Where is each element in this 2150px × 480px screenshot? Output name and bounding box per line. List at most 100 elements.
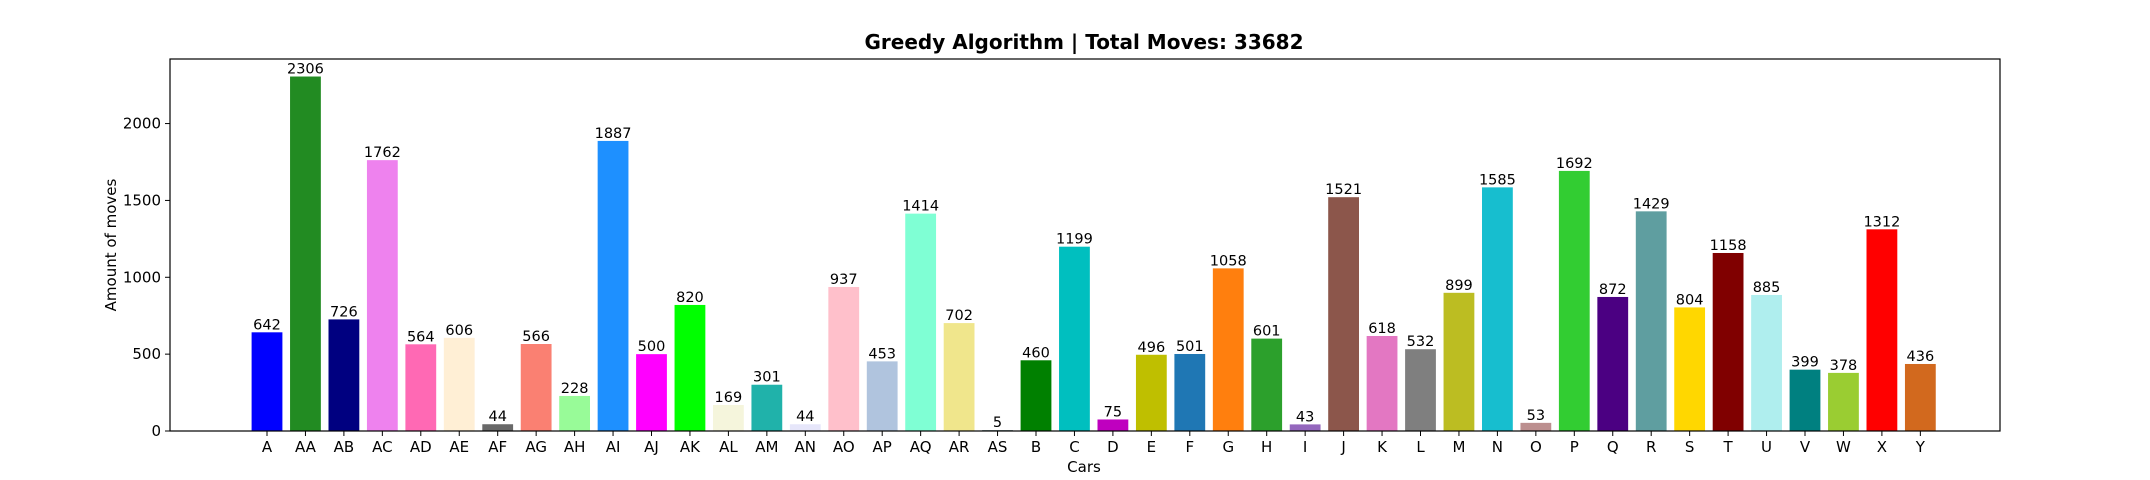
bar-f	[1174, 353, 1206, 431]
x-axis: A AA AB AC AD AE AF AG AH AI AJ AK AL AM AN AO AP AQ AR AS B…	[262, 431, 1926, 456]
y-tick-label: 1500	[123, 191, 161, 209]
bar-k	[1366, 336, 1398, 431]
x-tick-label-ae: AE	[449, 438, 469, 456]
data-label-t: 1158	[1710, 238, 1747, 254]
data-label-aa: 2306	[287, 62, 324, 78]
x-tick-label-ag: AG	[525, 438, 547, 456]
chart-title: Greedy Algorithm | Total Moves: 33682	[865, 30, 1304, 54]
x-tick-label-y: Y	[1915, 438, 1926, 456]
bar-b	[1020, 360, 1052, 431]
bar-l	[1405, 349, 1436, 431]
data-label-a: 642	[253, 317, 281, 333]
x-tick-label-af: AF	[488, 438, 507, 456]
x-tick-label-ar: AR	[949, 438, 970, 456]
x-tick-label-e: E	[1147, 438, 1156, 456]
x-tick-label-d: D	[1107, 438, 1119, 456]
data-label-u: 885	[1753, 280, 1781, 296]
bar-ad	[405, 344, 437, 431]
bar-u	[1751, 294, 1782, 431]
x-tick-label-n: N	[1492, 438, 1503, 456]
x-tick-label-x: X	[1877, 438, 1887, 456]
bar-ap	[866, 361, 898, 431]
data-label-v: 399	[1791, 355, 1819, 371]
data-label-p: 1692	[1556, 156, 1593, 172]
data-label-f: 501	[1176, 339, 1204, 355]
data-label-i: 43	[1296, 409, 1314, 425]
y-axis: 0 500 1000 1500 2000	[123, 115, 170, 440]
bar-ak	[674, 304, 706, 431]
bar-ah	[559, 395, 590, 431]
bar-p	[1558, 170, 1590, 431]
x-tick-label-ac: AC	[372, 438, 392, 456]
x-tick-label-j: J	[1340, 438, 1345, 456]
data-label-an: 44	[796, 409, 814, 425]
data-label-q: 872	[1599, 282, 1627, 298]
data-label-h: 601	[1253, 324, 1281, 340]
bar-ae	[443, 337, 475, 431]
data-label-af: 44	[488, 409, 506, 425]
bar-ai	[597, 140, 629, 431]
x-tick-label-t: T	[1723, 438, 1734, 456]
bar-ac	[366, 160, 398, 431]
bar-aq	[905, 213, 937, 431]
x-tick-label-aq: AQ	[910, 438, 932, 456]
bar-y	[1904, 363, 1936, 431]
y-tick-label: 500	[132, 345, 161, 363]
data-label-d: 75	[1104, 404, 1122, 420]
x-tick-label-aa: AA	[295, 438, 317, 456]
bar-r	[1635, 211, 1667, 431]
bar-a	[251, 332, 283, 431]
x-tick-label-ab: AB	[334, 438, 355, 456]
data-label-x: 1312	[1863, 214, 1900, 230]
bar-c	[1059, 246, 1090, 431]
x-tick-label-l: L	[1416, 438, 1425, 456]
x-tick-label-al: AL	[719, 438, 738, 456]
data-label-ad: 564	[407, 329, 435, 345]
bar-w	[1828, 372, 1859, 431]
data-label-ac: 1762	[364, 145, 401, 161]
bars-group	[251, 76, 1936, 432]
data-label-ah: 228	[561, 381, 589, 397]
bar-ab	[328, 319, 360, 431]
data-label-w: 378	[1830, 358, 1858, 374]
data-label-o: 53	[1527, 408, 1545, 424]
data-label-c: 1199	[1056, 232, 1093, 248]
data-label-k: 618	[1368, 321, 1396, 337]
bar-h	[1251, 338, 1283, 431]
x-tick-label-s: S	[1685, 438, 1695, 456]
data-label-e: 496	[1138, 340, 1166, 356]
bar-aa	[290, 76, 321, 432]
bar-af	[482, 424, 514, 431]
data-label-g: 1058	[1210, 253, 1247, 269]
x-tick-label-u: U	[1761, 438, 1772, 456]
x-tick-label-ad: AD	[410, 438, 432, 456]
x-tick-label-ai: AI	[606, 438, 621, 456]
x-tick-label-ao: AO	[833, 438, 855, 456]
x-tick-label-a: A	[262, 438, 273, 456]
bar-d	[1097, 419, 1129, 431]
data-labels-group: 642 2306 726 1762 564 606 44 566 228 1887 500 820 16…	[253, 62, 1934, 432]
x-tick-label-m: M	[1452, 438, 1465, 456]
data-label-ar: 702	[945, 308, 973, 324]
data-label-aq: 1414	[902, 199, 939, 215]
bar-i	[1289, 424, 1321, 431]
bar-an	[789, 424, 821, 431]
y-tick-label: 0	[151, 422, 161, 440]
x-tick-label-k: K	[1377, 438, 1388, 456]
x-tick-label-p: P	[1570, 438, 1579, 456]
x-tick-label-c: C	[1069, 438, 1079, 456]
data-label-am: 301	[753, 370, 781, 386]
x-tick-label-o: O	[1530, 438, 1542, 456]
data-label-m: 899	[1445, 278, 1473, 294]
x-tick-label-h: H	[1261, 438, 1272, 456]
data-label-n: 1585	[1479, 172, 1516, 188]
x-tick-label-r: R	[1646, 438, 1656, 456]
data-label-ao: 937	[830, 272, 858, 288]
y-axis-label: Amount of moves	[102, 178, 120, 311]
data-label-ap: 453	[868, 346, 896, 362]
data-label-al: 169	[715, 390, 743, 406]
data-label-b: 460	[1022, 345, 1050, 361]
x-tick-label-i: I	[1303, 438, 1307, 456]
data-label-l: 532	[1407, 334, 1435, 350]
